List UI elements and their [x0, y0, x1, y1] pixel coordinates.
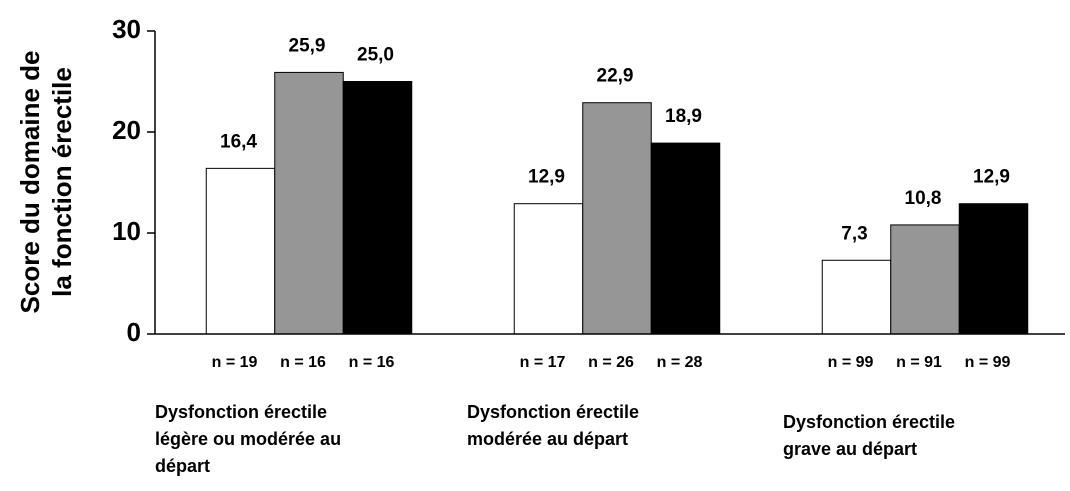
value-label: 22,9	[597, 66, 634, 87]
y-axis-label: la fonction érectile	[47, 67, 77, 297]
n-label: n = 16	[280, 354, 326, 371]
y-axis-label: Score du domaine de	[15, 51, 45, 314]
n-label: n = 99	[965, 354, 1011, 371]
category-label: Dysfonction érectile	[783, 412, 955, 432]
bar	[582, 102, 652, 335]
value-label: 25,9	[289, 35, 326, 56]
y-tick-label: 30	[112, 14, 141, 44]
value-label: 12,9	[528, 167, 565, 188]
bar	[821, 259, 892, 335]
category-label: légère ou modérée au	[155, 429, 341, 449]
y-tick-label: 0	[127, 317, 141, 347]
value-label: 25,0	[357, 45, 394, 66]
value-label: 10,8	[905, 188, 942, 209]
value-label: 12,9	[973, 167, 1010, 188]
n-label: n = 16	[349, 354, 395, 371]
bar	[205, 167, 276, 335]
value-label: 16,4	[220, 131, 257, 152]
category-label: grave au départ	[783, 439, 917, 459]
value-label: 7,3	[841, 223, 867, 244]
category-label: modérée au départ	[467, 429, 628, 449]
category-label: Dysfonction érectile	[155, 402, 327, 422]
bar	[650, 142, 721, 335]
bar	[274, 71, 344, 335]
y-tick-label: 10	[112, 216, 141, 246]
value-label: 18,9	[665, 106, 702, 127]
bar	[958, 203, 1029, 335]
bar	[342, 81, 413, 335]
n-label: n = 28	[657, 354, 703, 371]
n-label: n = 17	[520, 354, 566, 371]
category-label: Dysfonction érectile	[467, 402, 639, 422]
bar	[890, 224, 960, 335]
n-label: n = 26	[588, 354, 634, 371]
n-label: n = 19	[212, 354, 258, 371]
n-label: n = 91	[896, 354, 942, 371]
category-label: départ	[155, 456, 210, 476]
n-label: n = 99	[828, 354, 874, 371]
y-tick-label: 20	[112, 115, 141, 145]
bar	[513, 203, 584, 335]
